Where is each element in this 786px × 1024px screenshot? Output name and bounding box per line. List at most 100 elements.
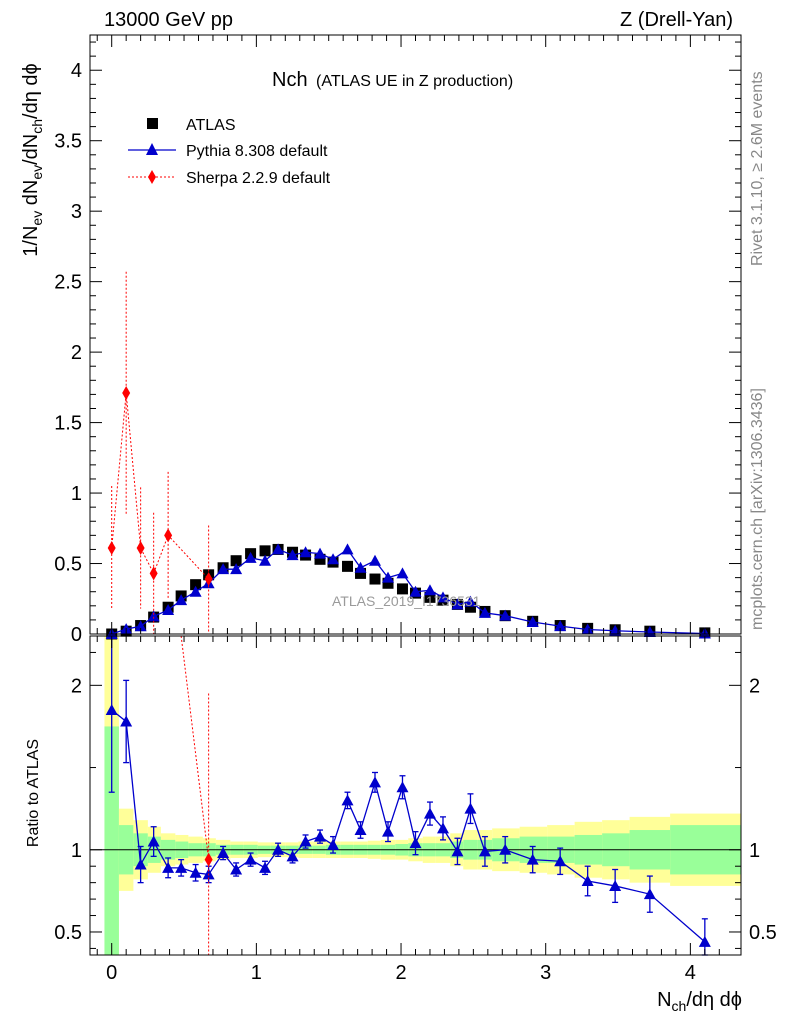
ratio-tick-label-right: 0.5: [749, 922, 777, 944]
sherpa-point: [204, 572, 213, 587]
legend-atlas-marker: [147, 118, 158, 129]
ratio-tick-label: 1: [71, 840, 82, 862]
legend-atlas-label: ATLAS: [186, 117, 236, 134]
pythia-ratio-point: [478, 845, 491, 857]
pythia-ratio-point: [105, 703, 118, 715]
pythia-ratio-point: [499, 843, 512, 855]
pythia-point: [451, 598, 464, 610]
sherpa-line: [111, 392, 209, 580]
pythia-ratio-point: [272, 843, 285, 855]
pythia-ratio-point: [217, 847, 230, 859]
ratio-tick-label-right: 2: [749, 675, 760, 697]
sherpa-point: [136, 541, 145, 556]
sherpa-point: [122, 385, 131, 400]
pythia-point: [175, 594, 188, 606]
pythia-point: [299, 546, 312, 558]
legend-pythia-label: Pythia 8.308 default: [186, 143, 328, 160]
sherpa-point: [164, 528, 173, 543]
sherpa-ratio-point: [204, 852, 213, 867]
atlas-point: [355, 567, 367, 579]
pythia-point: [396, 567, 409, 579]
pythia-ratio-point: [464, 802, 477, 814]
pythia-point: [341, 543, 354, 555]
pythia-point: [499, 609, 512, 621]
atlas-point: [190, 579, 202, 591]
pythia-point: [368, 554, 381, 566]
pythia-ratio-point: [175, 861, 188, 873]
band-inner-bin: [104, 726, 119, 955]
pythia-ratio-point: [147, 835, 160, 847]
x-tick-label: 2: [395, 962, 406, 984]
atlas-point: [314, 553, 326, 565]
atlas-point: [424, 591, 436, 603]
pythia-point: [147, 610, 160, 622]
pythia-ratio-point: [341, 794, 354, 806]
ratio-tick-label: 2: [71, 675, 82, 697]
pythia-ratio-point: [396, 781, 409, 793]
atlas-point: [259, 545, 271, 557]
pythia-ratio-point: [134, 858, 147, 870]
pythia-ratio-point: [643, 888, 656, 900]
pythia-point: [382, 571, 395, 583]
pythia-ratio-point: [327, 838, 340, 850]
atlas-point: [230, 555, 242, 567]
pythia-point: [554, 620, 567, 632]
legend-pythia-marker: [146, 143, 158, 155]
pythia-point: [272, 543, 285, 555]
analysis-watermark: ATLAS_2019_I1736531: [332, 593, 481, 609]
ratio-uncertainty-bands: [90, 636, 741, 955]
plot-title-sub: (ATLAS UE in Z production): [316, 73, 513, 90]
pythia-point: [478, 606, 491, 618]
ratio-tick-label-right: 1: [749, 840, 760, 862]
pythia-point: [230, 563, 243, 575]
atlas-point: [382, 577, 394, 589]
pythia-ratio-point: [354, 824, 367, 836]
ratio-tick-label: 0.5: [54, 922, 82, 944]
pythia-line: [111, 548, 705, 635]
pythia-point: [314, 547, 327, 559]
main-y-axis-title: 1/Nev dNev/dNch/dη dϕ: [20, 63, 45, 256]
y-title-sub-ev: ev: [29, 211, 45, 226]
pythia-ratio-point: [436, 822, 449, 834]
pythia-ratio-point: [526, 853, 539, 865]
y-tick-label: 0.5: [54, 554, 82, 576]
pythia-point: [423, 584, 436, 596]
header-energy-label: 13000 GeV pp: [104, 9, 233, 31]
pythia-ratio-point: [120, 715, 133, 727]
pythia-ratio-point: [698, 935, 711, 947]
pythia-point: [162, 604, 175, 616]
pythia-ratio-point: [230, 863, 243, 875]
x-tick-label: 3: [540, 962, 551, 984]
pythia-point: [526, 616, 539, 628]
y-tick-label: 2.5: [54, 272, 82, 294]
header-process-label: Z (Drell-Yan): [620, 9, 733, 31]
x-axis-title: Nch/dη dϕ: [657, 989, 742, 1014]
sherpa-point: [107, 541, 116, 556]
plot-title: Nch (ATLAS UE in Z production): [272, 69, 513, 91]
pythia-ratio-point: [314, 830, 327, 842]
atlas-point: [369, 573, 381, 585]
y-tick-label: 1: [71, 483, 82, 505]
pythia-ratio-point: [581, 875, 594, 887]
pythia-ratio-point: [299, 835, 312, 847]
x-tick-label: 1: [251, 962, 262, 984]
ratio-marks: [105, 635, 711, 956]
plot-title-main: Nch: [272, 69, 308, 91]
y-tick-label: 2: [71, 342, 82, 364]
pythia-point: [286, 549, 299, 561]
atlas-point: [342, 560, 354, 572]
ratio-frame: [89, 635, 742, 956]
y-tick-label: 4: [71, 60, 82, 82]
pythia-point: [409, 585, 422, 597]
pythia-ratio-point: [368, 776, 381, 788]
y-tick-label: 3: [71, 201, 82, 223]
x-tick-label: 4: [685, 962, 696, 984]
pythia-ratio-point: [162, 861, 175, 873]
pythia-ratio-point: [382, 825, 395, 837]
pythia-point: [581, 623, 594, 635]
pythia-ratio-point: [189, 866, 202, 878]
y-tick-label: 3.5: [54, 131, 82, 153]
pythia-point: [189, 585, 202, 597]
atlas-point: [464, 601, 476, 613]
